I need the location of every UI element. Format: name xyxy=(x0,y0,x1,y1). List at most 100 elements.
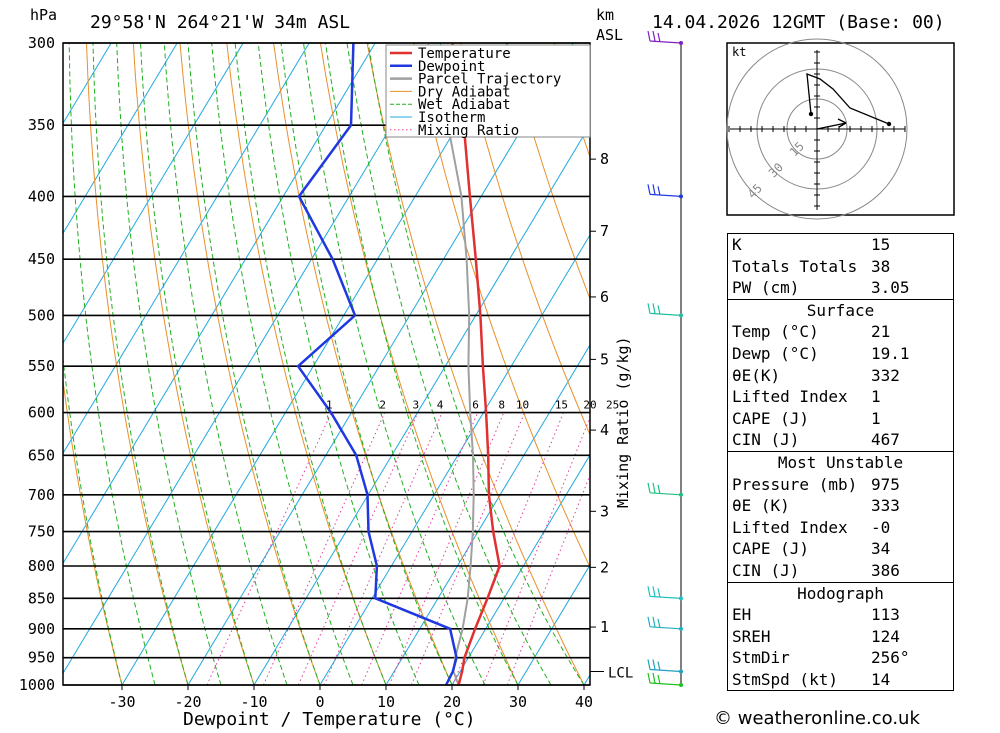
hodograph-trace xyxy=(806,73,890,125)
x-tick-label: -20 xyxy=(174,693,201,711)
pressure-grid xyxy=(63,42,590,686)
indices-block: K 15 Totals Totals 38 PW (cm) 3.05 xyxy=(727,233,954,300)
hodograph-ring xyxy=(726,38,908,220)
dry-adiabat-line xyxy=(506,43,590,301)
km-tick-label: 3 xyxy=(600,502,609,520)
wet-adiabat-line xyxy=(63,354,123,685)
mixing-ratio-title: Mixing Ratio (g/kg) xyxy=(614,336,632,508)
wet-adiabat-line xyxy=(211,43,354,685)
pressure-tick-label: 850 xyxy=(28,589,55,607)
mixing-ratio-line xyxy=(297,412,419,685)
wind-barb xyxy=(647,303,682,316)
legend-label: Temperature xyxy=(418,46,511,62)
index-row: EH 113 xyxy=(728,604,953,626)
mixing-ratio-tick-label: 20 xyxy=(583,399,596,412)
mixing-ratio-tick-label: 6 xyxy=(472,399,479,412)
isotherm-line xyxy=(63,43,178,235)
series-temperature xyxy=(451,43,501,685)
hodograph-start-dot xyxy=(808,111,814,117)
dry-adiabat-line xyxy=(132,43,255,685)
wet-adiabat-line xyxy=(325,43,519,685)
mixing-ratio-line xyxy=(388,412,505,685)
mixing-ratio-line xyxy=(482,416,590,685)
index-row: StmSpd (kt) 14 xyxy=(728,669,953,691)
isotherm-line xyxy=(63,43,112,125)
index-row: CAPE (J) 34 xyxy=(728,538,953,560)
hodograph-title: Hodograph xyxy=(797,583,884,603)
index-value: 1 xyxy=(871,408,881,428)
pressure-tick-label: 650 xyxy=(28,446,55,464)
asl-label: ASL xyxy=(596,26,623,44)
pressure-tick-label: 700 xyxy=(28,486,55,504)
isotherm-line xyxy=(63,43,442,675)
wind-barb xyxy=(647,616,682,630)
index-label: Pressure (mb) xyxy=(732,474,858,494)
wet-adiabat-line xyxy=(303,43,486,685)
index-label: CAPE (J) xyxy=(732,408,810,428)
x-tick-label: -10 xyxy=(240,693,267,711)
index-row: CAPE (J) 1 xyxy=(728,408,953,430)
x-tick-label: -30 xyxy=(108,693,135,711)
legend-label: Dewpoint xyxy=(418,59,485,75)
mixing-ratio-tick-label: 4 xyxy=(437,399,444,412)
index-label: Lifted Index xyxy=(732,387,848,407)
storm-motion-arrow xyxy=(816,118,847,130)
mixing-ratio-tick-label: 1 xyxy=(326,399,333,412)
wet-adiabat-line xyxy=(68,43,156,685)
index-value: 38 xyxy=(871,256,891,276)
series-parcel-trajectory xyxy=(427,43,475,685)
index-row: PW (cm) 3.05 xyxy=(728,277,953,299)
series-dewpoint xyxy=(296,43,458,685)
wet-adiabat-line xyxy=(280,43,453,685)
pressure-tick-label: 350 xyxy=(28,116,55,134)
km-tick-label: 7 xyxy=(600,222,609,240)
temperature-axis-labels: -30 -20 -10 0 10 20 30 40 xyxy=(108,685,593,711)
dry-adiabat-line xyxy=(460,43,590,436)
mixing-ratio-line xyxy=(506,473,590,685)
mixing-ratio-tick-label: 10 xyxy=(516,399,529,412)
pressure-tick-label: 550 xyxy=(28,357,55,375)
hpa-label: hPa xyxy=(30,6,57,24)
index-value: 256° xyxy=(871,648,910,668)
height-axis-labels: 8 7 6 5 4 3 2 1 LCL xyxy=(590,150,633,681)
index-label: K xyxy=(732,235,742,254)
mixing-ratio-tick-label: 15 xyxy=(555,399,568,412)
index-value: 113 xyxy=(871,605,900,625)
datetime-title: 14.04.2026 12GMT (Base: 00) xyxy=(652,12,945,33)
mixing-ratio-labels: 1 2 3 4 6 8 10 15 20 25 xyxy=(326,399,619,412)
km-tick-label: 1 xyxy=(600,618,609,636)
index-row: θE(K) 332 xyxy=(728,365,953,387)
lcl-label: LCL xyxy=(608,665,633,681)
x-tick-label: 40 xyxy=(575,693,593,711)
index-value: 34 xyxy=(871,539,891,559)
mixing-ratio-tick-label: 3 xyxy=(412,399,419,412)
wind-barb xyxy=(647,586,682,599)
index-row: Lifted Index -0 xyxy=(728,517,953,539)
index-label: θE(K) xyxy=(732,365,781,385)
isotherm-line xyxy=(451,454,590,685)
index-row: K 15 xyxy=(728,234,953,256)
wind-barb-column xyxy=(647,30,683,687)
mixing-ratio-tick-label: 2 xyxy=(379,399,386,412)
dry-adiabat-line xyxy=(975,43,1000,685)
most-unstable-title: Most Unstable xyxy=(777,452,904,472)
hodograph-block: Hodograph EH 113 SREH 124 StmDir 256° StmSpd (… xyxy=(727,582,954,692)
index-row: Temp (°C) 21 xyxy=(728,321,953,343)
index-value: 124 xyxy=(871,626,900,646)
index-label: StmDir xyxy=(732,648,790,668)
pressure-tick-label: 300 xyxy=(28,34,55,52)
index-value: 386 xyxy=(871,560,900,580)
km-tick-label: 8 xyxy=(600,150,609,168)
pressure-tick-label: 450 xyxy=(28,250,55,268)
km-label: km xyxy=(596,6,614,24)
index-row: StmDir 256° xyxy=(728,647,953,669)
wet-adiabat-line xyxy=(187,43,321,685)
x-tick-label: 20 xyxy=(443,693,461,711)
wind-barb xyxy=(647,30,682,44)
surface-title: Surface xyxy=(806,300,875,320)
legend-label: Isotherm xyxy=(418,110,485,126)
mixing-ratio-line xyxy=(323,412,443,685)
indices-panel: K 15 Totals Totals 38 PW (cm) 3.05 Surface Te… xyxy=(727,233,954,692)
pressure-tick-label: 750 xyxy=(28,523,55,541)
